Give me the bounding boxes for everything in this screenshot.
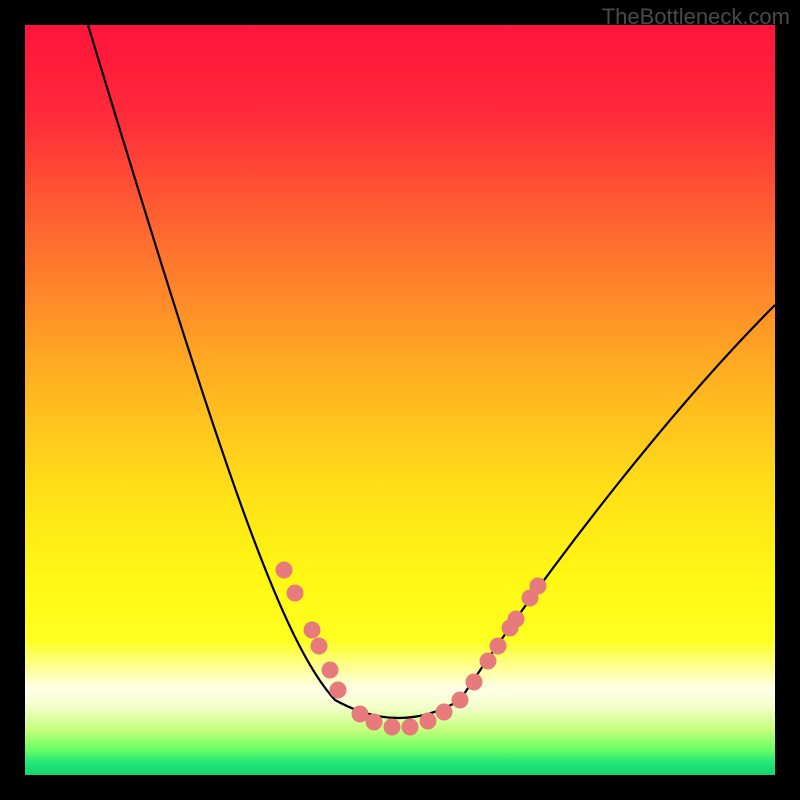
plot-svg [0, 0, 800, 800]
watermark-text: TheBottleneck.com [602, 4, 790, 30]
data-marker [322, 662, 339, 679]
data-marker [480, 653, 497, 670]
data-marker [287, 585, 304, 602]
data-marker [452, 692, 469, 709]
data-marker [508, 611, 525, 628]
data-marker [304, 622, 321, 639]
data-marker [436, 704, 453, 721]
chart-frame: TheBottleneck.com [0, 0, 800, 800]
data-marker [402, 719, 419, 736]
data-marker [466, 674, 483, 691]
data-marker [530, 578, 547, 595]
data-marker [384, 719, 401, 736]
data-marker [311, 638, 328, 655]
data-marker [330, 682, 347, 699]
data-marker [276, 562, 293, 579]
data-marker [366, 714, 383, 731]
data-marker [490, 638, 507, 655]
data-marker [420, 713, 437, 730]
